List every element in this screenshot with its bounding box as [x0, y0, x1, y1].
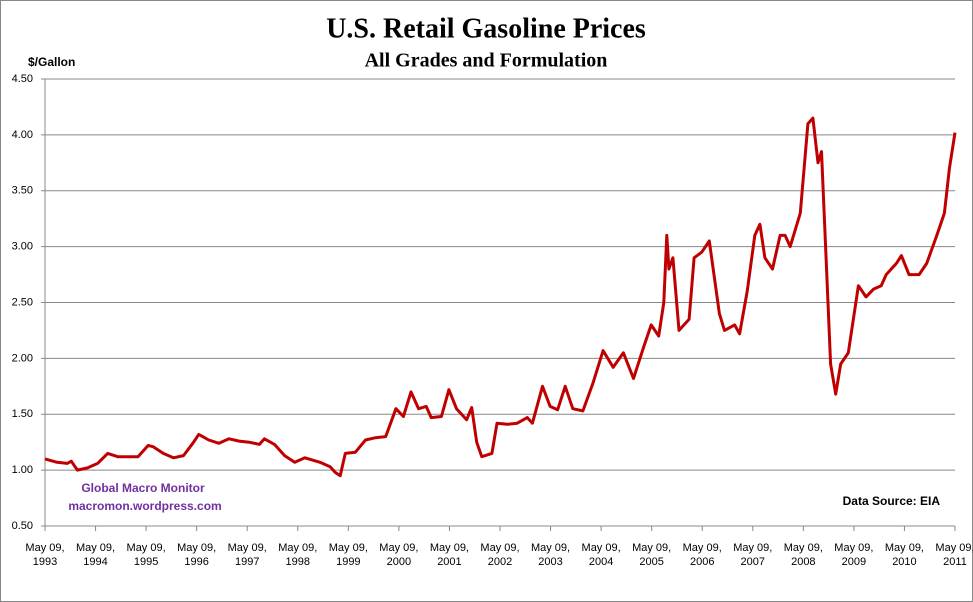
- x-tick-label: May 09, 1998: [278, 542, 318, 568]
- y-tick-label: 1.00: [12, 464, 33, 476]
- x-tick-label: May 09, 2007: [733, 542, 773, 568]
- x-tick-label: May 09, 1994: [75, 542, 116, 568]
- x-tick-label: May 09, 2009: [834, 542, 874, 568]
- x-tick-label: May 09, 1996: [177, 542, 217, 568]
- y-axis-label: $/Gallon: [28, 55, 75, 69]
- x-tick-label: May 09, 1999: [328, 542, 368, 568]
- y-tick-label: 4.50: [12, 73, 33, 85]
- x-tick-label: May 09, 2004: [581, 542, 621, 568]
- x-tick-label: May 09, 2006: [682, 542, 722, 568]
- x-tick-label: May 09, 2002: [480, 542, 520, 568]
- chart-title: U.S. Retail Gasoline Prices: [326, 13, 646, 44]
- x-tick-label: May 09, 2005: [632, 542, 672, 568]
- annotation: Data Source: EIA: [843, 494, 941, 508]
- x-tick-label: May 09, 2000: [379, 542, 419, 568]
- y-tick-label: 4.00: [12, 129, 33, 141]
- y-tick-label: 3.00: [12, 241, 33, 253]
- y-tick-label: 2.00: [12, 352, 33, 364]
- x-tick-label: May 09, 2010: [884, 542, 924, 568]
- x-tick-label: May 09, 2011: [935, 542, 973, 568]
- y-tick-label: 1.50: [12, 408, 33, 420]
- price-line: [44, 116, 957, 478]
- x-tick-label: May 09, 2008: [783, 542, 823, 568]
- x-tick-label: May 09, 2003: [530, 542, 571, 568]
- annotation: macromon.wordpress.com: [68, 499, 221, 513]
- x-tick-label: May 09, 1993: [25, 542, 65, 568]
- annotation: Global Macro Monitor: [81, 481, 205, 495]
- chart-subtitle: All Grades and Formulation: [365, 50, 608, 72]
- y-tick-label: 3.50: [12, 185, 33, 197]
- x-tick-label: May 09, 1995: [126, 542, 166, 568]
- y-tick-label: 2.50: [12, 296, 33, 308]
- x-tick-label: May 09, 1997: [227, 542, 267, 568]
- y-tick-label: 0.50: [12, 520, 33, 532]
- x-tick-label: May 09, 2001: [429, 542, 469, 568]
